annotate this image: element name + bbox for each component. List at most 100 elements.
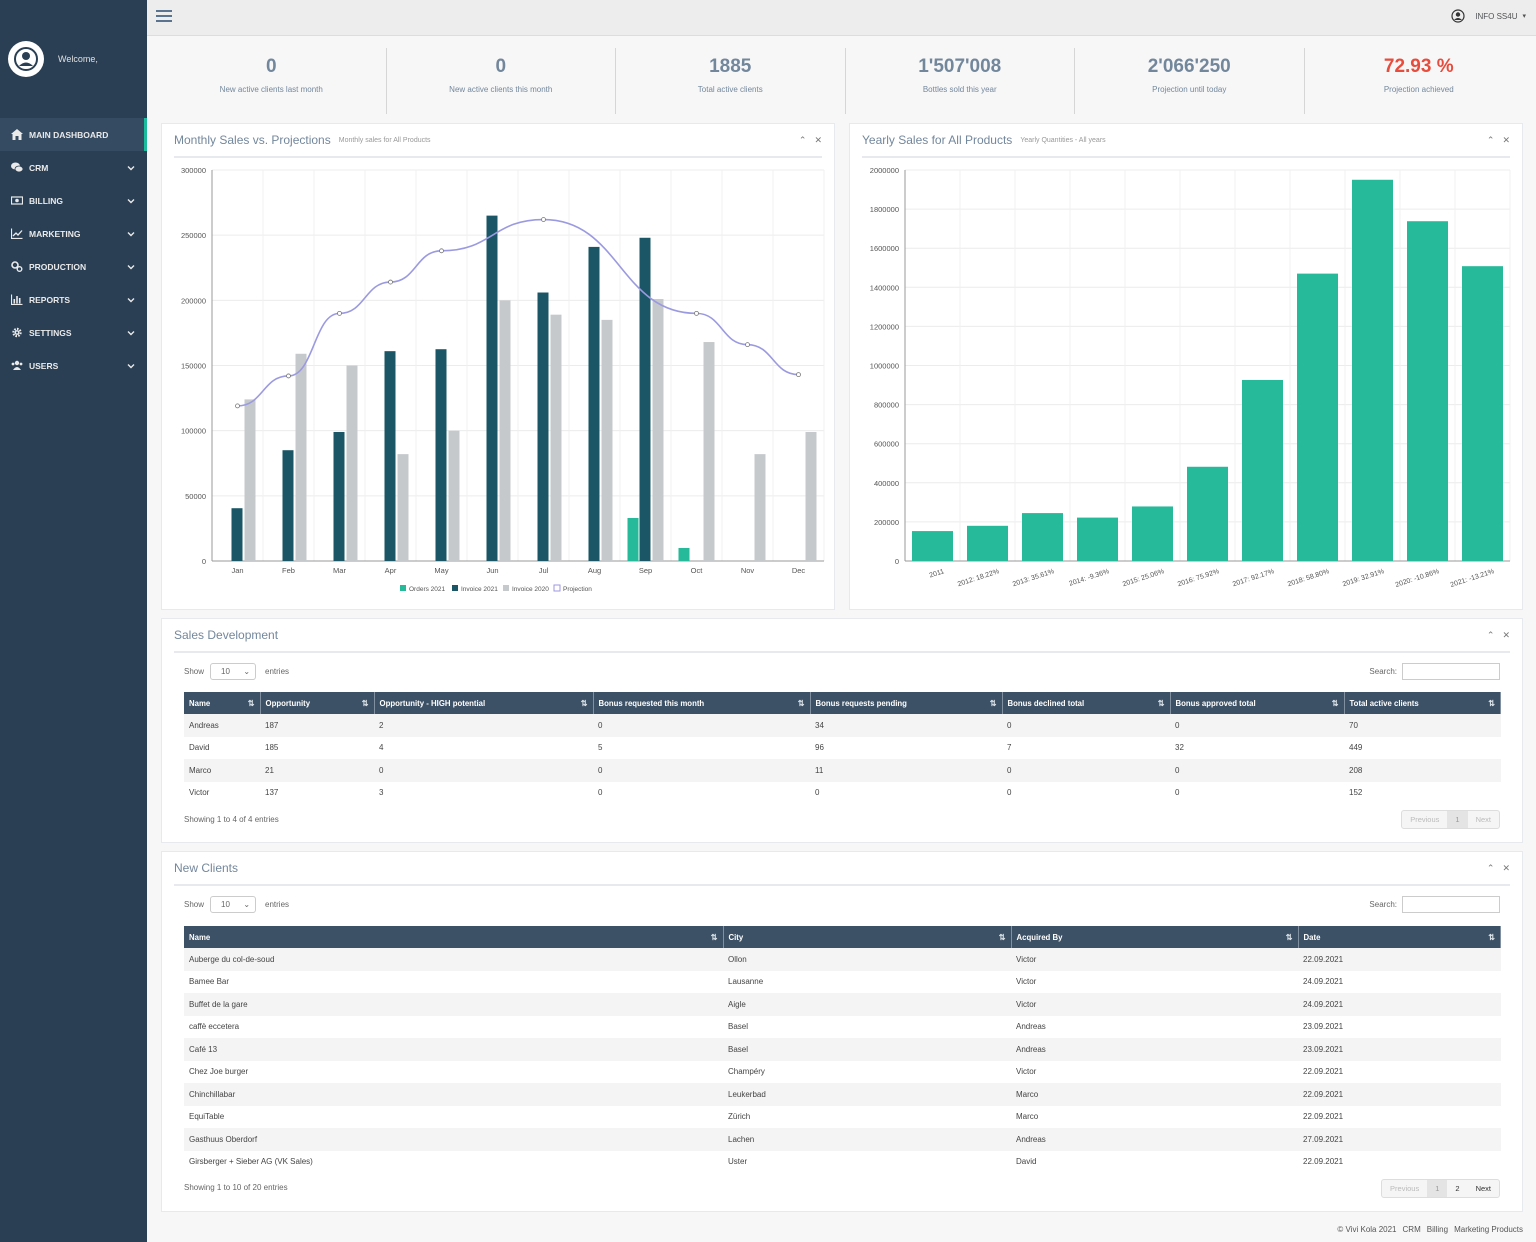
bar-invoice-2020 — [601, 319, 613, 561]
user-menu[interactable]: INFO SS4U ▾ — [1451, 9, 1526, 23]
page-button[interactable]: 2 — [1455, 1184, 1460, 1193]
table-row: Auberge du col-de-soud Ollon Victor 22.09.2… — [184, 948, 1501, 971]
column-header[interactable]: Bonus declined total ⇅ — [1002, 692, 1171, 714]
table-cell: Auberge du col-de-soud — [189, 954, 275, 964]
table-cell: Basel — [728, 1022, 749, 1032]
table-cell: Chez Joe burger — [189, 1067, 249, 1077]
table-cell: Victor — [1016, 1067, 1037, 1077]
table-cell: 0 — [1175, 765, 1180, 775]
page-button[interactable]: 1 — [1447, 811, 1468, 828]
close-icon[interactable]: ✕ — [1502, 862, 1510, 873]
bar-yearly-quantity — [1242, 379, 1283, 561]
table-cell: 7 — [1007, 743, 1012, 753]
table-cell: EquiTable — [189, 1112, 225, 1122]
chevron-down-icon — [127, 264, 135, 269]
bar-yearly-quantity — [1187, 466, 1228, 561]
y-tick-label: 800000 — [874, 401, 899, 410]
projection-point — [337, 310, 342, 316]
column-header[interactable]: Date ⇅ — [1298, 926, 1501, 948]
bar-invoice-2020 — [754, 454, 766, 561]
column-header[interactable]: Opportunity - HIGH potential ⇅ — [374, 692, 594, 714]
legend-label: Invoice 2020 — [512, 586, 549, 593]
bar-yearly-quantity — [912, 531, 953, 561]
chevron-down-icon — [127, 363, 135, 368]
sort-icon: ⇅ — [989, 698, 997, 708]
footer-link-billing[interactable]: Billing — [1426, 1225, 1449, 1234]
collapse-icon[interactable]: ⌃ — [798, 134, 807, 145]
table-cell: Victor — [189, 788, 210, 798]
sidebar-item-billing[interactable]: BILLING — [0, 184, 147, 217]
bar-invoice-2021 — [282, 450, 294, 561]
search-input[interactable] — [1402, 663, 1500, 680]
sidebar-item-main-dashboard[interactable]: MAIN DASHBOARD — [0, 118, 147, 151]
column-header[interactable]: Acquired By ⇅ — [1011, 926, 1299, 948]
sidebar-item-reports[interactable]: REPORTS — [0, 283, 147, 316]
footer-link-crm[interactable]: CRM — [1402, 1225, 1421, 1234]
table-cell: 22.09.2021 — [1303, 1089, 1344, 1099]
sidebar-item-users[interactable]: USERS — [0, 349, 147, 382]
bar-invoice-2020 — [397, 454, 409, 561]
table-cell: David — [1016, 1157, 1037, 1167]
collapse-icon[interactable]: ⌃ — [1486, 862, 1495, 873]
next-button[interactable]: Next — [1475, 815, 1491, 824]
close-icon[interactable]: ✕ — [1502, 134, 1510, 145]
entries-select[interactable]: 10 ⌄ — [210, 663, 257, 680]
table-cell: caffè eccetera — [189, 1022, 240, 1032]
table-cell: Marco — [1016, 1112, 1039, 1122]
menu-toggle-icon[interactable] — [156, 10, 172, 24]
sidebar-item-crm[interactable]: CRM — [0, 151, 147, 184]
previous-button[interactable]: Previous — [1390, 1184, 1420, 1193]
search-input[interactable] — [1402, 896, 1500, 913]
column-header[interactable]: Bonus approved total ⇅ — [1170, 692, 1345, 714]
page-button[interactable]: 1 — [1427, 1180, 1448, 1197]
footer-link-marketing-products[interactable]: Marketing Products — [1454, 1225, 1523, 1234]
previous-button[interactable]: Previous — [1410, 815, 1440, 824]
bar-yearly-quantity — [1352, 179, 1393, 561]
panel-tools: ⌃ ✕ — [1487, 863, 1510, 874]
stat-tile: 0 New active clients this month — [387, 48, 616, 114]
y-tick-label: 1200000 — [870, 322, 899, 331]
close-icon[interactable]: ✕ — [814, 134, 822, 145]
table-row: caffè eccetera Basel Andreas 23.09.2021 — [184, 1016, 1501, 1039]
copyright: © Vivi Kola 2021 — [1337, 1225, 1397, 1234]
column-header[interactable]: Opportunity ⇅ — [260, 692, 375, 714]
y-tick-label: 300000 — [181, 166, 206, 175]
bar-yearly-quantity — [1407, 221, 1448, 561]
entries-label: entries — [265, 900, 290, 909]
collapse-icon[interactable]: ⌃ — [1486, 134, 1495, 145]
yearly-sales-chart: 0 200000 400000 600000 800000 1000000 1200000 1… — [870, 166, 1511, 589]
x-tick-label: Jun — [486, 566, 498, 575]
collapse-icon[interactable]: ⌃ — [1486, 629, 1495, 640]
x-tick-label: 2014: -9.36% — [1068, 568, 1110, 588]
bar-invoice-2020 — [448, 430, 460, 561]
column-header[interactable]: City ⇅ — [723, 926, 1012, 948]
sidebar-item-production[interactable]: PRODUCTION — [0, 250, 147, 283]
column-header[interactable]: Name ⇅ — [184, 692, 261, 714]
column-header[interactable]: Bonus requested this month ⇅ — [593, 692, 811, 714]
table-cell: Andreas — [1016, 1022, 1046, 1032]
entries-select[interactable]: 10 ⌄ — [210, 896, 257, 913]
next-button[interactable]: Next — [1475, 1184, 1491, 1193]
close-icon[interactable]: ✕ — [1502, 629, 1510, 640]
projection-point — [286, 373, 291, 379]
column-header[interactable]: Name ⇅ — [184, 926, 724, 948]
panel-tools: ⌃ ✕ — [1487, 630, 1510, 641]
table-cell: Gasthuus Oberdorf — [189, 1134, 258, 1144]
table-cell: 32 — [1175, 743, 1184, 753]
stat-tile: 1885 Total active clients — [616, 48, 846, 114]
table-row: Bamee Bar Lausanne Victor 24.09.2021 — [184, 971, 1501, 994]
table-cell: 0 — [815, 788, 820, 798]
sidebar-item-marketing[interactable]: MARKETING — [0, 217, 147, 250]
avatar[interactable] — [8, 41, 44, 77]
user-name: INFO SS4U — [1475, 11, 1518, 21]
column-header[interactable]: Bonus requests pending ⇅ — [810, 692, 1003, 714]
table-cell: Café 13 — [189, 1044, 218, 1054]
bar-invoice-2020 — [550, 314, 562, 561]
table-cell: 0 — [1175, 788, 1180, 798]
column-header[interactable]: Total active clients ⇅ — [1344, 692, 1501, 714]
sidebar-item-settings[interactable]: SETTINGS — [0, 316, 147, 349]
bar-invoice-2021 — [588, 246, 600, 561]
bar-invoice-2021 — [333, 431, 345, 561]
stats-row: 0 New active clients last month 0 New acti… — [157, 48, 1533, 114]
sidebar-item-label: REPORTS — [29, 294, 71, 305]
